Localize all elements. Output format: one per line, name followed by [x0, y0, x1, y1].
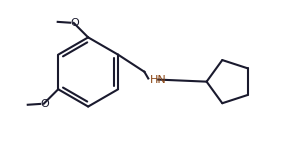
Text: O: O: [71, 18, 79, 28]
Text: HN: HN: [149, 75, 166, 85]
Text: O: O: [40, 99, 49, 109]
